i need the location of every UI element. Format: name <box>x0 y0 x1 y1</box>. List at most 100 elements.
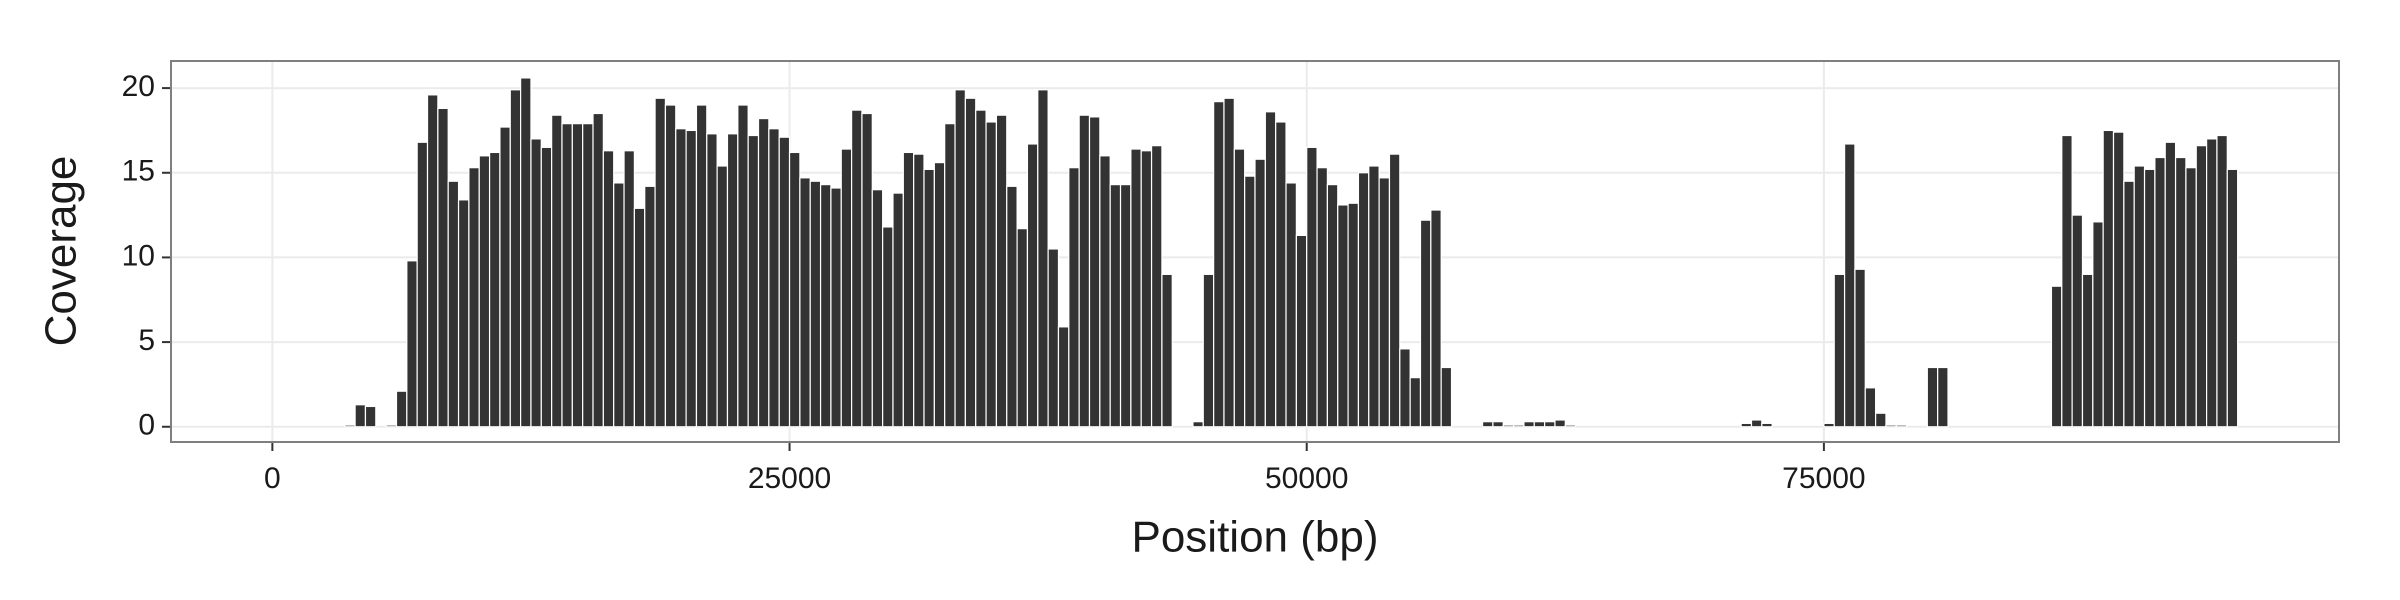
bar <box>675 128 687 428</box>
bar <box>1419 219 1432 428</box>
bar <box>851 109 863 428</box>
y-tick-label: 10 <box>122 239 155 272</box>
bar <box>488 151 501 428</box>
y-axis-title: Coverage <box>37 156 86 347</box>
bar <box>1078 114 1091 428</box>
bar <box>1833 273 1846 428</box>
bar <box>2226 168 2239 428</box>
bar <box>1316 167 1329 428</box>
bar <box>871 189 884 428</box>
bar <box>499 126 511 428</box>
bar <box>344 424 356 428</box>
bar <box>520 77 532 428</box>
bar <box>944 123 956 428</box>
bar <box>2154 156 2166 428</box>
bar <box>664 104 677 428</box>
bar <box>1347 202 1360 428</box>
bar <box>1037 89 1049 428</box>
bar <box>1823 422 1835 428</box>
x-tick-label: 0 <box>264 462 281 495</box>
bar <box>1326 184 1339 428</box>
bar <box>1430 209 1442 428</box>
bar <box>2206 138 2218 428</box>
bar <box>1399 348 1411 428</box>
bar <box>2195 145 2208 428</box>
panel-border <box>170 60 2340 443</box>
bar <box>975 109 987 428</box>
bar <box>819 184 832 428</box>
bar <box>1750 419 1763 428</box>
bar <box>840 148 853 428</box>
bar <box>923 168 935 428</box>
bar <box>1926 366 1939 428</box>
bar <box>1875 412 1887 428</box>
bar <box>768 128 780 428</box>
bar <box>447 180 460 428</box>
bar <box>2071 214 2084 428</box>
bar <box>2133 165 2146 428</box>
bar <box>592 112 604 428</box>
bar <box>1388 153 1401 428</box>
bar <box>964 97 977 428</box>
bar <box>1275 121 1287 428</box>
bar <box>364 405 377 428</box>
bar <box>799 177 811 428</box>
bar <box>1285 182 1297 428</box>
bar <box>1378 177 1391 428</box>
bar <box>540 146 553 428</box>
bar <box>1068 167 1080 428</box>
x-axis-title: Position (bp) <box>1131 513 1378 562</box>
bar <box>1047 248 1060 428</box>
bar <box>2143 168 2156 428</box>
bar <box>809 180 822 428</box>
bar <box>2102 129 2115 428</box>
bar <box>530 138 542 428</box>
bar <box>509 89 522 428</box>
x-tick-label: 75000 <box>1782 462 1865 495</box>
bar <box>1306 146 1318 428</box>
bar <box>1130 148 1142 428</box>
bar <box>457 199 470 428</box>
bar <box>1119 184 1132 428</box>
bar <box>1523 421 1535 428</box>
bar <box>788 151 801 428</box>
bar <box>613 182 625 428</box>
bar <box>757 117 770 428</box>
bar <box>1895 424 1908 428</box>
bar <box>1937 366 1949 428</box>
bar <box>426 94 439 428</box>
bar <box>1740 422 1753 428</box>
bar <box>1006 185 1018 428</box>
bar <box>1099 155 1111 428</box>
bar <box>706 133 718 428</box>
bar <box>2216 134 2228 428</box>
bar <box>1544 421 1556 428</box>
bar <box>1512 424 1525 428</box>
bar <box>561 123 573 428</box>
bar <box>830 187 842 428</box>
bar <box>1140 150 1153 428</box>
bar <box>2185 167 2197 428</box>
bar <box>654 97 667 428</box>
bar <box>1233 148 1246 428</box>
bar <box>1440 366 1453 428</box>
bar <box>633 207 646 428</box>
bar <box>1150 145 1163 428</box>
bar <box>468 167 480 428</box>
y-tick-label: 5 <box>138 324 155 357</box>
bar <box>1533 421 1546 428</box>
x-tick-label: 25000 <box>748 462 831 495</box>
bar <box>954 89 966 428</box>
bar <box>406 260 418 428</box>
bar <box>685 129 698 428</box>
bar <box>995 114 1008 428</box>
bar <box>882 226 894 428</box>
bar <box>1016 228 1029 428</box>
bar <box>902 151 915 428</box>
bar <box>1109 184 1122 428</box>
bar <box>1337 204 1349 428</box>
bar <box>747 134 760 428</box>
x-tick-label: 50000 <box>1265 462 1348 495</box>
